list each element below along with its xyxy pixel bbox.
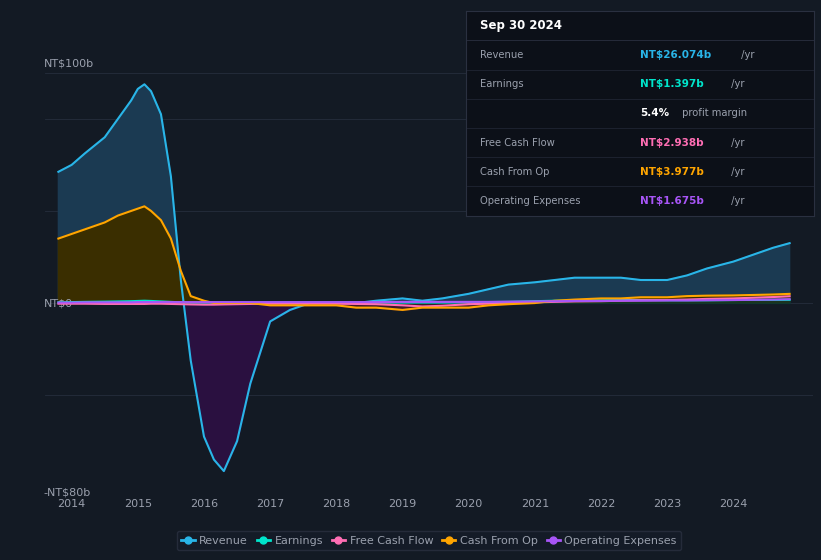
Text: Sep 30 2024: Sep 30 2024: [480, 19, 562, 32]
Text: NT$100b: NT$100b: [44, 59, 94, 69]
Text: 2019: 2019: [388, 499, 416, 508]
Text: /yr: /yr: [728, 167, 745, 177]
Text: 2022: 2022: [587, 499, 615, 508]
Text: 2024: 2024: [719, 499, 748, 508]
Text: /yr: /yr: [738, 50, 754, 60]
Legend: Revenue, Earnings, Free Cash Flow, Cash From Op, Operating Expenses: Revenue, Earnings, Free Cash Flow, Cash …: [177, 531, 681, 550]
Text: NT$0: NT$0: [44, 298, 73, 308]
Text: /yr: /yr: [728, 196, 745, 206]
Text: 2018: 2018: [322, 499, 351, 508]
Text: Cash From Op: Cash From Op: [480, 167, 549, 177]
Text: /yr: /yr: [728, 79, 745, 89]
Text: 2023: 2023: [653, 499, 681, 508]
Text: 5.4%: 5.4%: [640, 109, 669, 118]
Text: profit margin: profit margin: [679, 109, 747, 118]
Text: Free Cash Flow: Free Cash Flow: [480, 138, 555, 148]
Text: 2021: 2021: [521, 499, 549, 508]
Text: Revenue: Revenue: [480, 50, 524, 60]
Text: NT$1.397b: NT$1.397b: [640, 79, 704, 89]
Text: Operating Expenses: Operating Expenses: [480, 196, 580, 206]
Text: NT$2.938b: NT$2.938b: [640, 138, 704, 148]
Text: 2014: 2014: [57, 499, 85, 508]
Text: 2020: 2020: [455, 499, 483, 508]
Text: 2016: 2016: [190, 499, 218, 508]
Text: Earnings: Earnings: [480, 79, 524, 89]
Text: NT$26.074b: NT$26.074b: [640, 50, 712, 60]
Text: 2017: 2017: [256, 499, 284, 508]
Text: NT$3.977b: NT$3.977b: [640, 167, 704, 177]
Text: 2015: 2015: [124, 499, 152, 508]
Text: /yr: /yr: [728, 138, 745, 148]
Text: -NT$80b: -NT$80b: [44, 487, 91, 497]
Text: NT$1.675b: NT$1.675b: [640, 196, 704, 206]
